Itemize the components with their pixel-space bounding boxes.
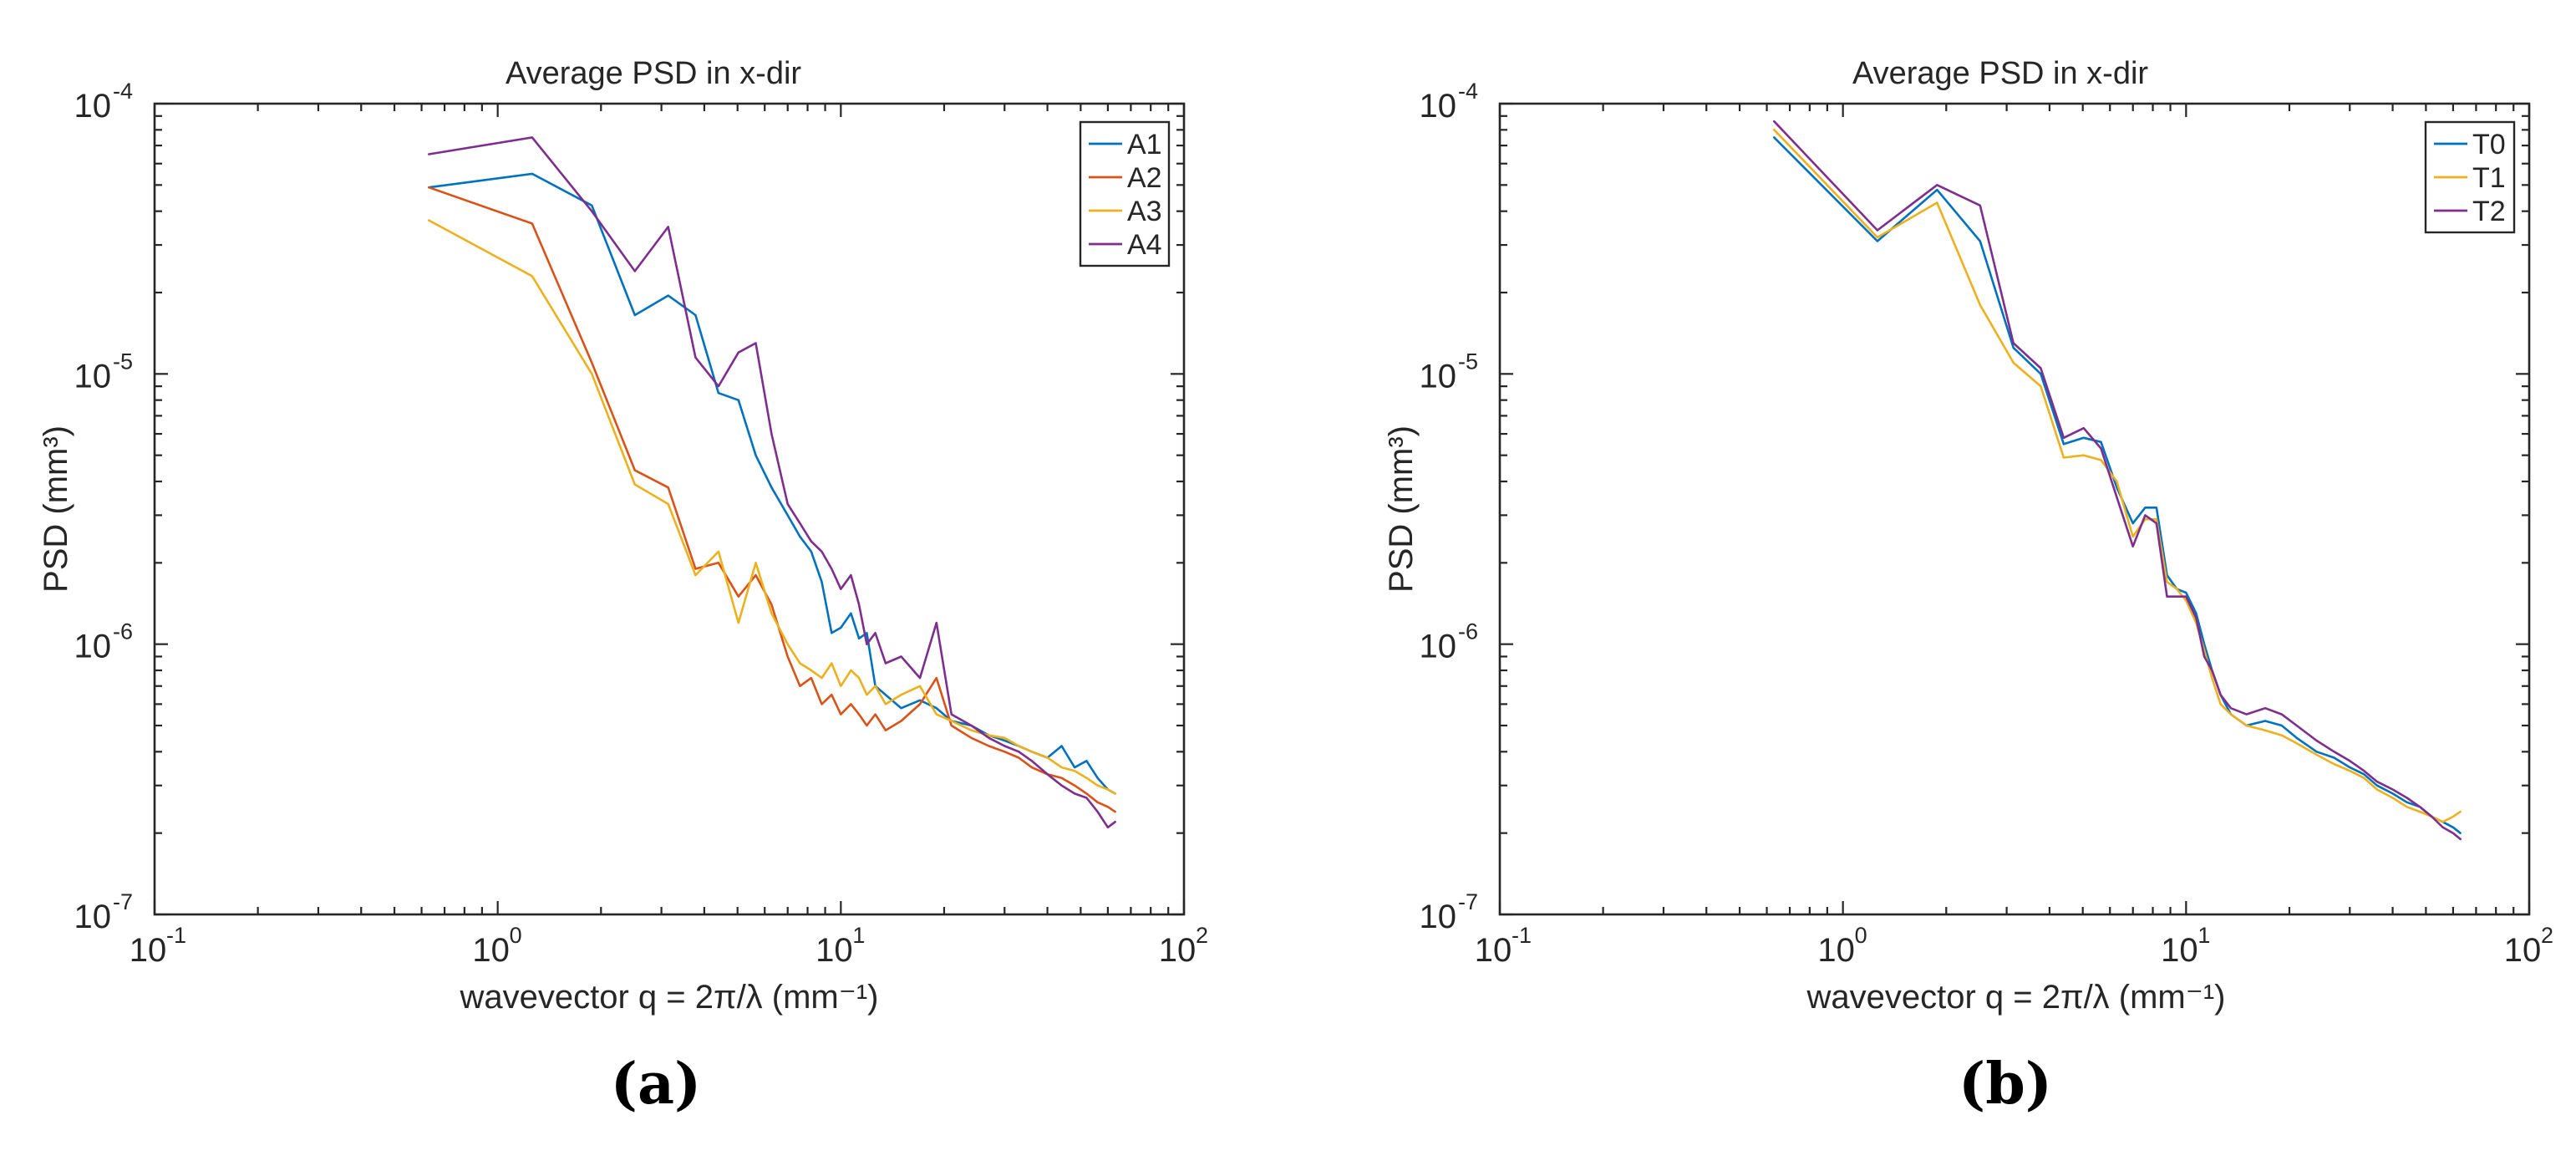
x-tick-label: 10 — [1159, 932, 1197, 969]
x-tick-exponent: 2 — [2541, 923, 2553, 948]
x-tick-label: 10 — [815, 932, 853, 969]
legend-label-t0: T0 — [2472, 129, 2506, 160]
y-tick-exponent: -4 — [113, 79, 133, 104]
series-line-a1 — [427, 172, 1116, 795]
x-tick-label: 10 — [2504, 932, 2542, 969]
chart-panel-a: Average PSD in x-dir 10 -1 10 0 10 1 10 210 -710… — [38, 56, 1208, 1118]
series-line-a4 — [427, 136, 1116, 829]
x-tick-exponent: 0 — [510, 923, 522, 948]
series-layer-b — [1773, 120, 2462, 841]
x-tick-exponent: 1 — [852, 923, 865, 948]
x-axis-label-b: wavevector q = 2π/λ (mm⁻¹) — [1806, 979, 2225, 1016]
x-tick-label: 10 — [2161, 932, 2198, 969]
legend-label-a3: A3 — [1127, 196, 1162, 227]
y-tick-label: 10 — [74, 358, 112, 395]
series-line-a2 — [427, 186, 1116, 813]
series-line-a3 — [427, 219, 1116, 795]
x-tick-exponent: -1 — [1512, 923, 1532, 948]
plot-area-b: 10 -1 10 0 10 1 10 210 -710 -610 -510 -4 — [1420, 79, 2554, 969]
chart-panel-b: Average PSD in x-dir 10 -1 10 0 10 1 10 210 -710… — [1383, 56, 2553, 1118]
x-tick-exponent: 0 — [1855, 923, 1867, 948]
x-tick-exponent: 2 — [1196, 923, 1208, 948]
y-axis-label-b: PSD (mm³) — [1383, 425, 1420, 593]
y-tick-exponent: -6 — [113, 619, 133, 644]
y-axis-label-a: PSD (mm³) — [38, 425, 74, 593]
y-tick-label: 10 — [74, 629, 112, 665]
y-tick-exponent: -6 — [1458, 619, 1478, 644]
y-tick-label: 10 — [1420, 899, 1457, 935]
panel-label-a: (a) — [611, 1051, 701, 1118]
axes-frame-a — [153, 102, 1186, 916]
y-tick-label: 10 — [1420, 88, 1457, 125]
y-tick-exponent: -5 — [113, 349, 133, 374]
y-tick-exponent: -5 — [1458, 349, 1478, 374]
legend-label-a2: A2 — [1127, 162, 1162, 194]
y-tick-label: 10 — [74, 899, 112, 935]
axes-frame-b — [1498, 102, 2531, 916]
tick-layer-b: 10 -1 10 0 10 1 10 210 -710 -610 -510 -4 — [1420, 79, 2554, 969]
y-tick-label: 10 — [1420, 629, 1457, 665]
plot-area-a: 10 -1 10 0 10 1 10 210 -710 -610 -510 -4 — [74, 79, 1209, 969]
chart-title-b: Average PSD in x-dir — [1852, 56, 2148, 91]
x-tick-exponent: -1 — [166, 923, 186, 948]
y-tick-exponent: -7 — [1458, 889, 1478, 914]
legend-box — [1079, 120, 1171, 267]
tick-layer-a: 10 -1 10 0 10 1 10 210 -710 -610 -510 -4 — [74, 79, 1209, 969]
y-tick-label: 10 — [1420, 358, 1457, 395]
y-tick-exponent: -7 — [113, 889, 133, 914]
x-tick-exponent: 1 — [2197, 923, 2210, 948]
series-line-t2 — [1773, 120, 2462, 841]
legend-label-t1: T1 — [2472, 162, 2506, 194]
legend-label-a4: A4 — [1127, 229, 1162, 261]
series-line-t1 — [1773, 129, 2462, 823]
series-layer-a — [427, 136, 1116, 829]
x-tick-label: 10 — [130, 932, 167, 969]
y-tick-exponent: -4 — [1458, 79, 1478, 104]
x-tick-label: 10 — [1475, 932, 1512, 969]
x-tick-label: 10 — [472, 932, 510, 969]
legend-label-t2: T2 — [2472, 196, 2506, 227]
y-tick-label: 10 — [74, 88, 112, 125]
chart-title-a: Average PSD in x-dir — [506, 56, 801, 91]
panel-label-b: (b) — [1959, 1051, 2052, 1118]
x-tick-label: 10 — [1817, 932, 1855, 969]
legend-label-a1: A1 — [1127, 129, 1162, 160]
x-axis-label-a: wavevector q = 2π/λ (mm⁻¹) — [459, 979, 878, 1016]
